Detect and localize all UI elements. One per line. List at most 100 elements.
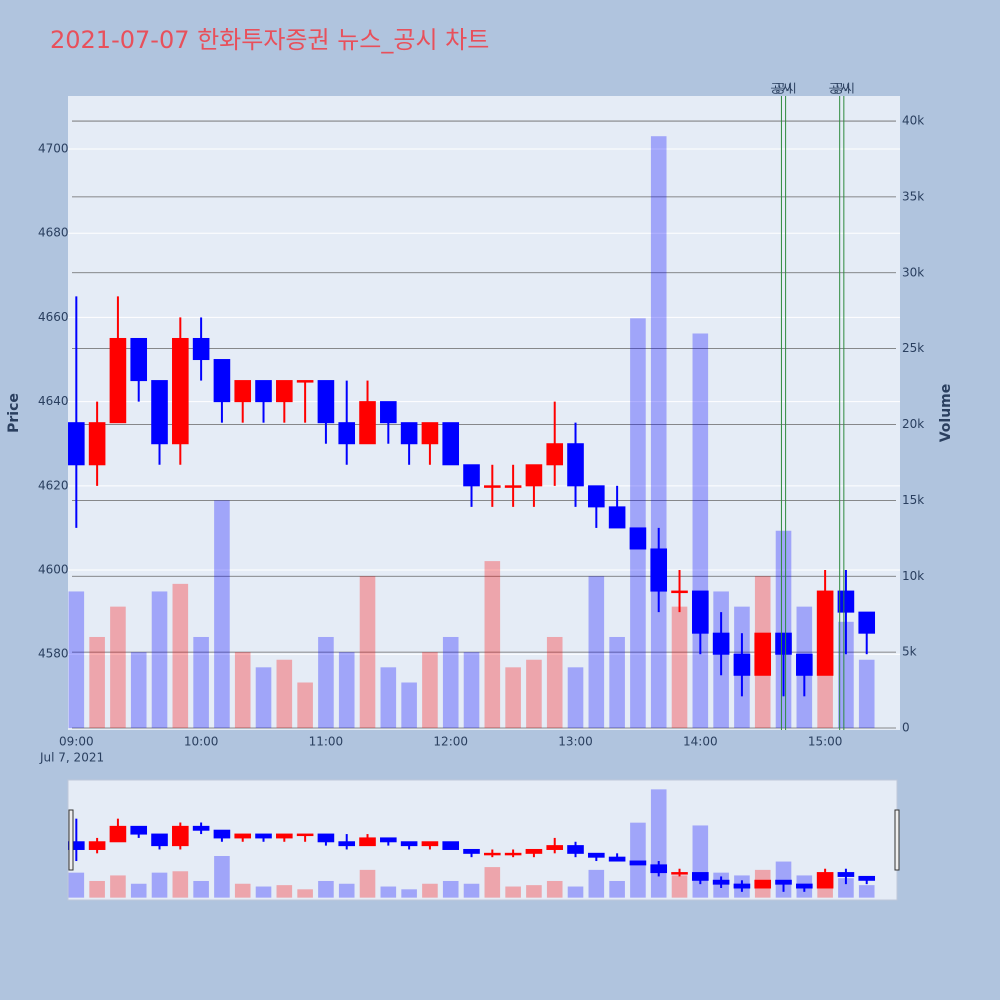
candle-body [276, 380, 293, 403]
candle-body [775, 632, 792, 655]
candle-body [88, 422, 106, 466]
volume-bar [68, 591, 85, 729]
y2-tick-label: 5k [902, 645, 917, 659]
x-tick-label: 12:00 [433, 735, 468, 749]
volume-bar [463, 652, 480, 729]
candle-body [650, 548, 668, 592]
candle-body [463, 464, 480, 487]
volume-bar [588, 576, 605, 729]
volume-bar [130, 652, 147, 729]
y2-tick-label: 0 [902, 721, 910, 735]
candle-body [567, 443, 584, 487]
slider-candle-body [296, 833, 314, 837]
slider-candle-body [88, 841, 106, 850]
slider-candle-body [567, 845, 584, 854]
y2-axis-title: Volume [938, 384, 954, 443]
candle-body [338, 422, 356, 445]
volume-bar [214, 500, 230, 729]
candle-body [109, 337, 127, 424]
slider-volume-bar [318, 880, 334, 898]
slider-volume-bar [650, 789, 667, 898]
slider-candle-body [484, 852, 501, 856]
volume-bar [671, 606, 688, 729]
candle-body [608, 506, 626, 529]
slider-volume-bar [89, 880, 105, 898]
y2-tick-label: 25k [902, 341, 924, 355]
candle-body [525, 464, 543, 487]
slider-candle-body [234, 833, 252, 839]
candle-body [296, 380, 314, 383]
range-slider[interactable] [67, 779, 898, 901]
slider-volume-bar [234, 883, 251, 898]
y-tick-label: 4600 [38, 563, 69, 577]
candle-body [400, 422, 418, 445]
candle-body [151, 380, 168, 445]
slider-candle-body [463, 848, 480, 854]
slider-candle-body [172, 825, 189, 847]
x-tick-label: 09:00 [59, 735, 94, 749]
slider-candle-body [712, 879, 730, 885]
x-tick-label: 10:00 [184, 735, 219, 749]
slider-candle-body [525, 848, 543, 854]
slider-candle-body [421, 841, 439, 847]
slider-candle-body [276, 833, 293, 839]
slider-volume-bar [338, 883, 355, 898]
slider-volume-bar [588, 869, 605, 898]
x-tick-label: 15:00 [808, 735, 843, 749]
slider-candle-body [629, 860, 647, 866]
slider-volume-bar [526, 885, 542, 898]
candle-body [816, 590, 834, 676]
slider-candle-body [588, 852, 605, 858]
slider-volume-bar [130, 883, 147, 898]
candle-body [442, 422, 460, 466]
slider-volume-bar [775, 861, 792, 898]
candle-body [484, 485, 501, 488]
candle-body [213, 359, 231, 403]
slider-candle-body [400, 841, 418, 847]
slider-handle[interactable] [894, 809, 900, 871]
y-tick-label: 4620 [38, 478, 69, 492]
slider-volume-bar [255, 886, 272, 898]
candle-body [588, 485, 605, 508]
candle-body [172, 337, 189, 445]
candle-body [68, 422, 85, 466]
y-tick-label: 4660 [38, 310, 69, 324]
slider-candle-body [317, 833, 335, 843]
candle-body [317, 380, 335, 424]
y-tick-label: 4640 [38, 394, 69, 408]
slider-volume-bar [671, 875, 688, 898]
candle-body [255, 380, 272, 403]
candle-body [733, 653, 751, 676]
volume-bar [422, 652, 438, 729]
slider-candle-body [671, 872, 688, 875]
volume-bar [526, 659, 542, 729]
volume-bar [630, 318, 646, 729]
slider-handle[interactable] [68, 809, 74, 871]
volume-bar [567, 667, 584, 729]
volume-bar [380, 667, 397, 729]
slider-candle-body [338, 841, 356, 847]
volume-bar [110, 606, 126, 729]
slider-volume-bar [359, 869, 376, 898]
volume-bar [838, 621, 854, 729]
slider-candle-body [608, 856, 626, 862]
volume-bar [546, 636, 563, 729]
volume-bar [775, 530, 792, 729]
slider-candle-body [380, 837, 397, 843]
volume-bar [172, 583, 189, 729]
slider-volume-bar [484, 867, 501, 898]
candle-body [858, 611, 876, 634]
candle-body [712, 632, 730, 655]
slider-candle-body [796, 883, 813, 889]
slider-candle-body [775, 879, 792, 885]
slider-candle-body [650, 864, 668, 874]
event-label: 공시 [829, 82, 851, 96]
plot-area [68, 96, 900, 730]
candle-body [837, 590, 855, 613]
volume-bar [297, 682, 313, 729]
y2-tick-label: 40k [902, 114, 924, 128]
volume-bar [359, 576, 376, 729]
x-tick-label: 13:00 [558, 735, 593, 749]
slider-candle-body [130, 825, 148, 835]
